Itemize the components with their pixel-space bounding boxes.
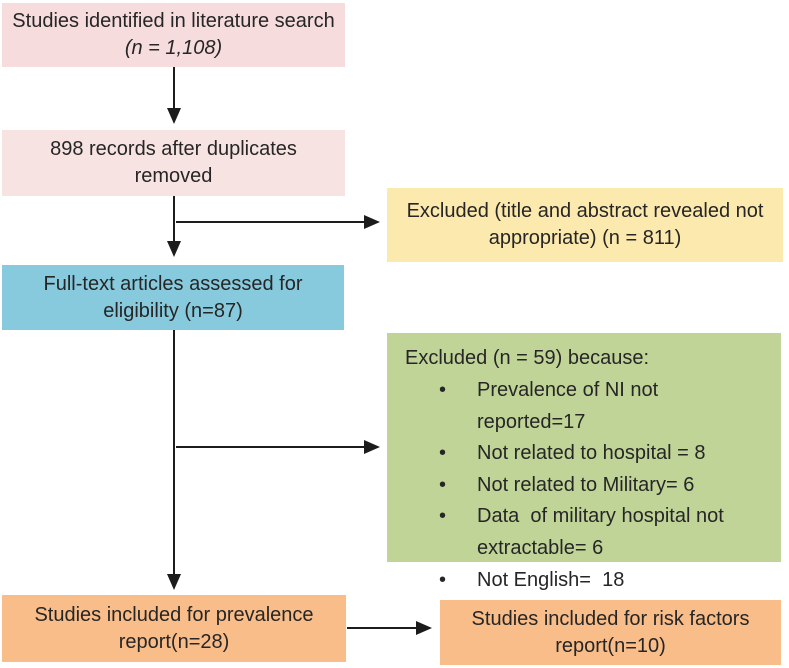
box-included-prevalence: Studies included for prevalence report(n… <box>2 595 346 662</box>
box-included-risk-factors: Studies included for risk factors report… <box>440 600 781 665</box>
box-fulltext-assessed-label: Full-text articles assessed for eligibil… <box>43 272 303 322</box>
excluded-reasons-heading: Excluded (n = 59) because: <box>405 347 650 369</box>
box-studies-identified: Studies identified in literature search … <box>2 3 345 67</box>
box-included-prevalence-label: Studies included for prevalence report(n… <box>34 603 314 653</box>
excluded-reason-item: Not English= 18 <box>425 565 771 597</box>
box-excluded-title-abstract-label: Excluded (title and abstract revealed no… <box>406 200 764 249</box>
excluded-reason-item: Data of military hospital not extractabl… <box>425 501 771 564</box>
box-studies-identified-label: Studies identified in literature search … <box>12 10 335 59</box>
box-records-after-duplicates: 898 records after duplicates removed <box>2 130 345 196</box>
box-included-risk-factors-label: Studies included for risk factors report… <box>471 607 750 657</box>
n-identified-value: (n = 1,108) <box>124 37 223 59</box>
excluded-reasons-list: Prevalence of NI not reported=17 Not rel… <box>405 375 771 596</box>
box-records-after-duplicates-label: 898 records after duplicates removed <box>50 138 297 187</box>
excluded-reason-item: Not related to Military= 6 <box>425 470 771 502</box>
box-excluded-fulltext-reasons: Excluded (n = 59) because: Prevalence of… <box>387 333 781 596</box>
box-fulltext-assessed: Full-text articles assessed for eligibil… <box>2 265 344 330</box>
excluded-reason-item: Not related to hospital = 8 <box>425 438 771 470</box>
box-excluded-title-abstract: Excluded (title and abstract revealed no… <box>387 188 783 262</box>
excluded-reason-item: Prevalence of NI not reported=17 <box>425 375 771 438</box>
